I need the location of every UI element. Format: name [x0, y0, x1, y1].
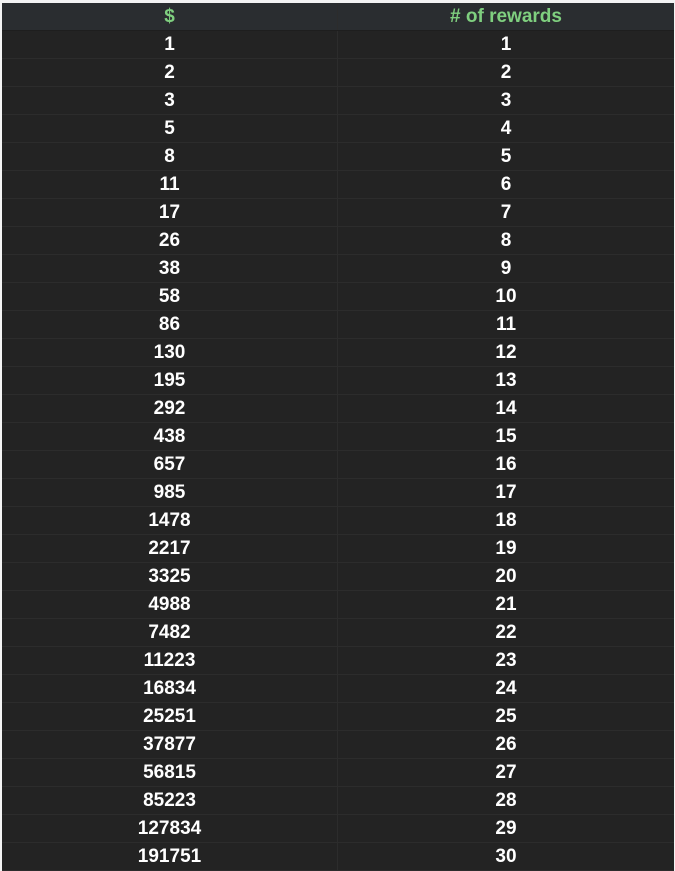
cell-dollars[interactable]: 657	[2, 451, 338, 478]
table-row: 130 12	[2, 339, 674, 367]
cell-dollars[interactable]: 191751	[2, 843, 338, 870]
table-row: 2217 19	[2, 535, 674, 563]
cell-dollars[interactable]: 195	[2, 367, 338, 394]
cell-dollars[interactable]: 11223	[2, 647, 338, 674]
cell-rewards[interactable]: 26	[495, 733, 517, 755]
cell-dollars[interactable]: 11	[2, 171, 338, 198]
cell-dollars[interactable]: 2	[2, 59, 338, 86]
cell-rewards[interactable]: 18	[495, 509, 517, 531]
cell-dollars[interactable]: 1	[2, 31, 338, 58]
header-cell-dollars[interactable]: $	[2, 3, 338, 30]
cell-rewards[interactable]: 29	[495, 817, 517, 839]
table-row: 7482 22	[2, 619, 674, 647]
table-row: 25251 25	[2, 703, 674, 731]
table-row: 127834 29	[2, 815, 674, 843]
cell-dollars[interactable]: 17	[2, 199, 338, 226]
cell-dollars[interactable]: 2217	[2, 535, 338, 562]
table-row: 26 8	[2, 227, 674, 255]
cell-rewards[interactable]: 20	[495, 565, 517, 587]
table-row: 292 14	[2, 395, 674, 423]
cell-dollars[interactable]: 56815	[2, 759, 338, 786]
table-row: 16834 24	[2, 675, 674, 703]
cell-rewards[interactable]: 3	[500, 89, 512, 111]
cell-rewards[interactable]: 21	[495, 593, 517, 615]
cell-rewards[interactable]: 16	[495, 453, 517, 475]
table-row: 1478 18	[2, 507, 674, 535]
cell-rewards[interactable]: 2	[500, 61, 512, 83]
cell-rewards[interactable]: 5	[500, 145, 512, 167]
cell-rewards[interactable]: 24	[495, 677, 517, 699]
cell-rewards[interactable]: 13	[495, 369, 517, 391]
table-row: 56815 27	[2, 759, 674, 787]
table-body: 1 1 2 2 3 3 5 4 8 5 11 6 17 7 26 8 38 9 58 10 86 11 130 12 195 13…	[2, 31, 674, 871]
cell-dollars[interactable]: 8	[2, 143, 338, 170]
table-row: 191751 30	[2, 843, 674, 871]
header-cell-rewards[interactable]: # of rewards	[450, 5, 562, 27]
cell-rewards[interactable]: 1	[500, 33, 512, 55]
cell-dollars[interactable]: 1478	[2, 507, 338, 534]
cell-dollars[interactable]: 25251	[2, 703, 338, 730]
cell-rewards[interactable]: 30	[495, 845, 517, 867]
cell-rewards[interactable]: 25	[495, 705, 517, 727]
table-row: 3325 20	[2, 563, 674, 591]
cell-rewards[interactable]: 23	[495, 649, 517, 671]
cell-dollars[interactable]: 985	[2, 479, 338, 506]
cell-dollars[interactable]: 127834	[2, 815, 338, 842]
cell-dollars[interactable]: 85223	[2, 787, 338, 814]
cell-rewards[interactable]: 12	[495, 341, 517, 363]
cell-rewards[interactable]: 28	[495, 789, 517, 811]
table-row: 11223 23	[2, 647, 674, 675]
cell-dollars[interactable]: 130	[2, 339, 338, 366]
cell-dollars[interactable]: 86	[2, 311, 338, 338]
cell-rewards[interactable]: 17	[495, 481, 517, 503]
cell-rewards[interactable]: 27	[495, 761, 517, 783]
cell-dollars[interactable]: 58	[2, 283, 338, 310]
table-row: 657 16	[2, 451, 674, 479]
cell-rewards[interactable]: 4	[500, 117, 512, 139]
cell-rewards[interactable]: 9	[500, 257, 512, 279]
cell-rewards[interactable]: 6	[500, 173, 512, 195]
table-row: 86 11	[2, 311, 674, 339]
table-row: 38 9	[2, 255, 674, 283]
table-row: 11 6	[2, 171, 674, 199]
cell-dollars[interactable]: 438	[2, 423, 338, 450]
cell-rewards[interactable]: 15	[495, 425, 517, 447]
cell-dollars[interactable]: 38	[2, 255, 338, 282]
cell-dollars[interactable]: 16834	[2, 675, 338, 702]
cell-rewards[interactable]: 8	[500, 229, 512, 251]
cell-dollars[interactable]: 3325	[2, 563, 338, 590]
spreadsheet-table: $ # of rewards 1 1 2 2 3 3 5 4 8 5 11 6 17 7 26 8 38 9 58 1…	[2, 3, 674, 871]
cell-dollars[interactable]: 37877	[2, 731, 338, 758]
cell-rewards[interactable]: 22	[495, 621, 517, 643]
cell-dollars[interactable]: 4988	[2, 591, 338, 618]
table-row: 58 10	[2, 283, 674, 311]
table-row: 37877 26	[2, 731, 674, 759]
header-row: $ # of rewards	[2, 3, 674, 31]
table-row: 985 17	[2, 479, 674, 507]
cell-rewards[interactable]: 10	[495, 285, 517, 307]
cell-dollars[interactable]: 292	[2, 395, 338, 422]
cell-rewards[interactable]: 7	[500, 201, 512, 223]
table-row: 4988 21	[2, 591, 674, 619]
cell-rewards[interactable]: 19	[495, 537, 517, 559]
table-row: 85223 28	[2, 787, 674, 815]
cell-dollars[interactable]: 7482	[2, 619, 338, 646]
cell-dollars[interactable]: 3	[2, 87, 338, 114]
cell-rewards[interactable]: 11	[495, 313, 517, 335]
table-row: 195 13	[2, 367, 674, 395]
cell-dollars[interactable]: 26	[2, 227, 338, 254]
table-row: 17 7	[2, 199, 674, 227]
table-row: 438 15	[2, 423, 674, 451]
cell-rewards[interactable]: 14	[495, 397, 517, 419]
cell-dollars[interactable]: 5	[2, 115, 338, 142]
